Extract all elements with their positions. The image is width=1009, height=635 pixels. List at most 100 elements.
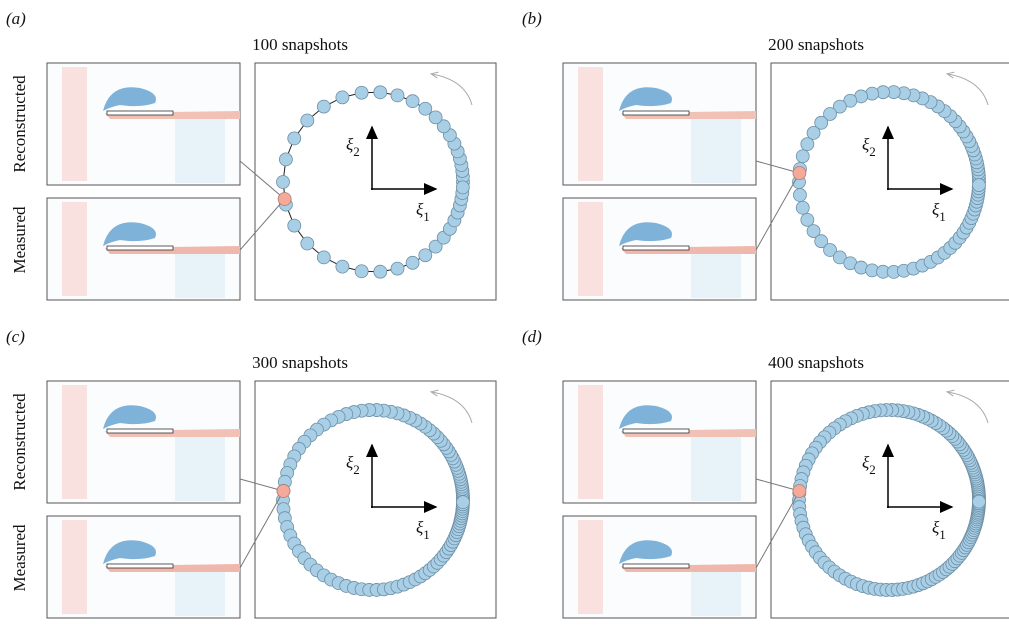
flow-image [46,380,241,504]
connector [239,160,285,200]
row-label: Measured [10,524,29,592]
red-strip [62,520,87,614]
phase-frame [770,62,1009,301]
snapshot [354,85,369,100]
snapshot [800,137,815,152]
snapshot [405,94,420,109]
axis-subscript: 2 [869,462,876,477]
blue-vortex [103,222,156,246]
snapshot [373,264,388,279]
blue-vortex [103,87,156,111]
snapshot [390,261,405,276]
snapshot [814,115,829,130]
snapshot [972,494,986,509]
blue-patch [691,248,741,298]
rotation-arrow [432,392,473,424]
snapshot [832,250,847,265]
snapshot [287,131,302,146]
axis-label: ξ1 [416,200,430,224]
selected-snapshot [277,192,292,206]
axis-label: ξ1 [932,518,946,542]
flow-image [46,515,241,619]
panel-title: 200 snapshots [768,35,864,54]
snapshot [814,234,829,249]
axis-subscript: 1 [939,527,946,542]
blue-vortex [619,540,672,564]
panel-label: (d) [522,327,542,346]
axis-subscript: 1 [423,527,430,542]
rotation-arrow [948,74,989,106]
plate [622,110,690,116]
red-strip [578,520,603,614]
plate [622,245,690,251]
red-strip [62,67,87,181]
snapshot [823,243,837,257]
plate [106,110,174,116]
snapshot [300,236,315,251]
connector [239,198,285,251]
axis-label: ξ2 [346,135,360,159]
snapshot [316,99,331,114]
axis-symbol: ξ [862,135,870,154]
plate [106,563,174,569]
flow-image [562,515,757,619]
axis-label: ξ1 [416,518,430,542]
snapshot [390,88,405,103]
connector [239,478,284,492]
flow-image [46,62,241,186]
plate [106,245,174,251]
red-strip [578,67,603,181]
flow-image [562,380,757,504]
selected-snapshot [792,166,807,180]
axis-symbol: ξ [346,135,354,154]
flow-image [562,62,757,186]
snapshot [806,224,821,238]
snapshot [373,85,388,100]
blue-patch [691,431,741,501]
blue-patch [175,566,225,616]
panel: (d) 400 snapshots ξ1ξ 2 [522,327,1009,619]
blue-patch [691,566,741,616]
snapshot [823,107,837,121]
axis-subscript: 2 [353,144,360,159]
blue-patch [175,431,225,501]
row-label: Reconstructed [10,75,29,173]
axis-label: ξ1 [932,200,946,224]
snapshot [418,101,433,116]
snapshot [276,175,290,189]
axis-symbol: ξ [416,200,424,219]
snapshot [278,152,293,167]
red-strip [578,202,603,296]
panel-label: (a) [6,9,26,28]
phase-frame [254,380,497,619]
red-strip [62,385,87,499]
flow-image [46,197,241,301]
axis-symbol: ξ [932,518,940,537]
red-strip [578,385,603,499]
snapshot [793,188,807,202]
axis-subscript: 2 [869,144,876,159]
blue-patch [691,113,741,183]
rotation-arrow [432,74,473,106]
panel-title: 100 snapshots [252,35,348,54]
snapshot [335,90,350,105]
flow-image [562,197,757,301]
blue-vortex [103,540,156,564]
blue-vortex [619,87,672,111]
snapshot [795,149,810,164]
connector [755,478,800,492]
snapshot [806,126,821,140]
axis-subscript: 1 [423,209,430,224]
blue-patch [175,248,225,298]
axis-label: ξ2 [862,135,876,159]
connector [755,172,800,251]
connector [755,160,800,174]
panel-title: 400 snapshots [768,353,864,372]
rotation-arrow [948,392,989,424]
row-label: Measured [10,206,29,274]
snapshot [300,113,315,128]
